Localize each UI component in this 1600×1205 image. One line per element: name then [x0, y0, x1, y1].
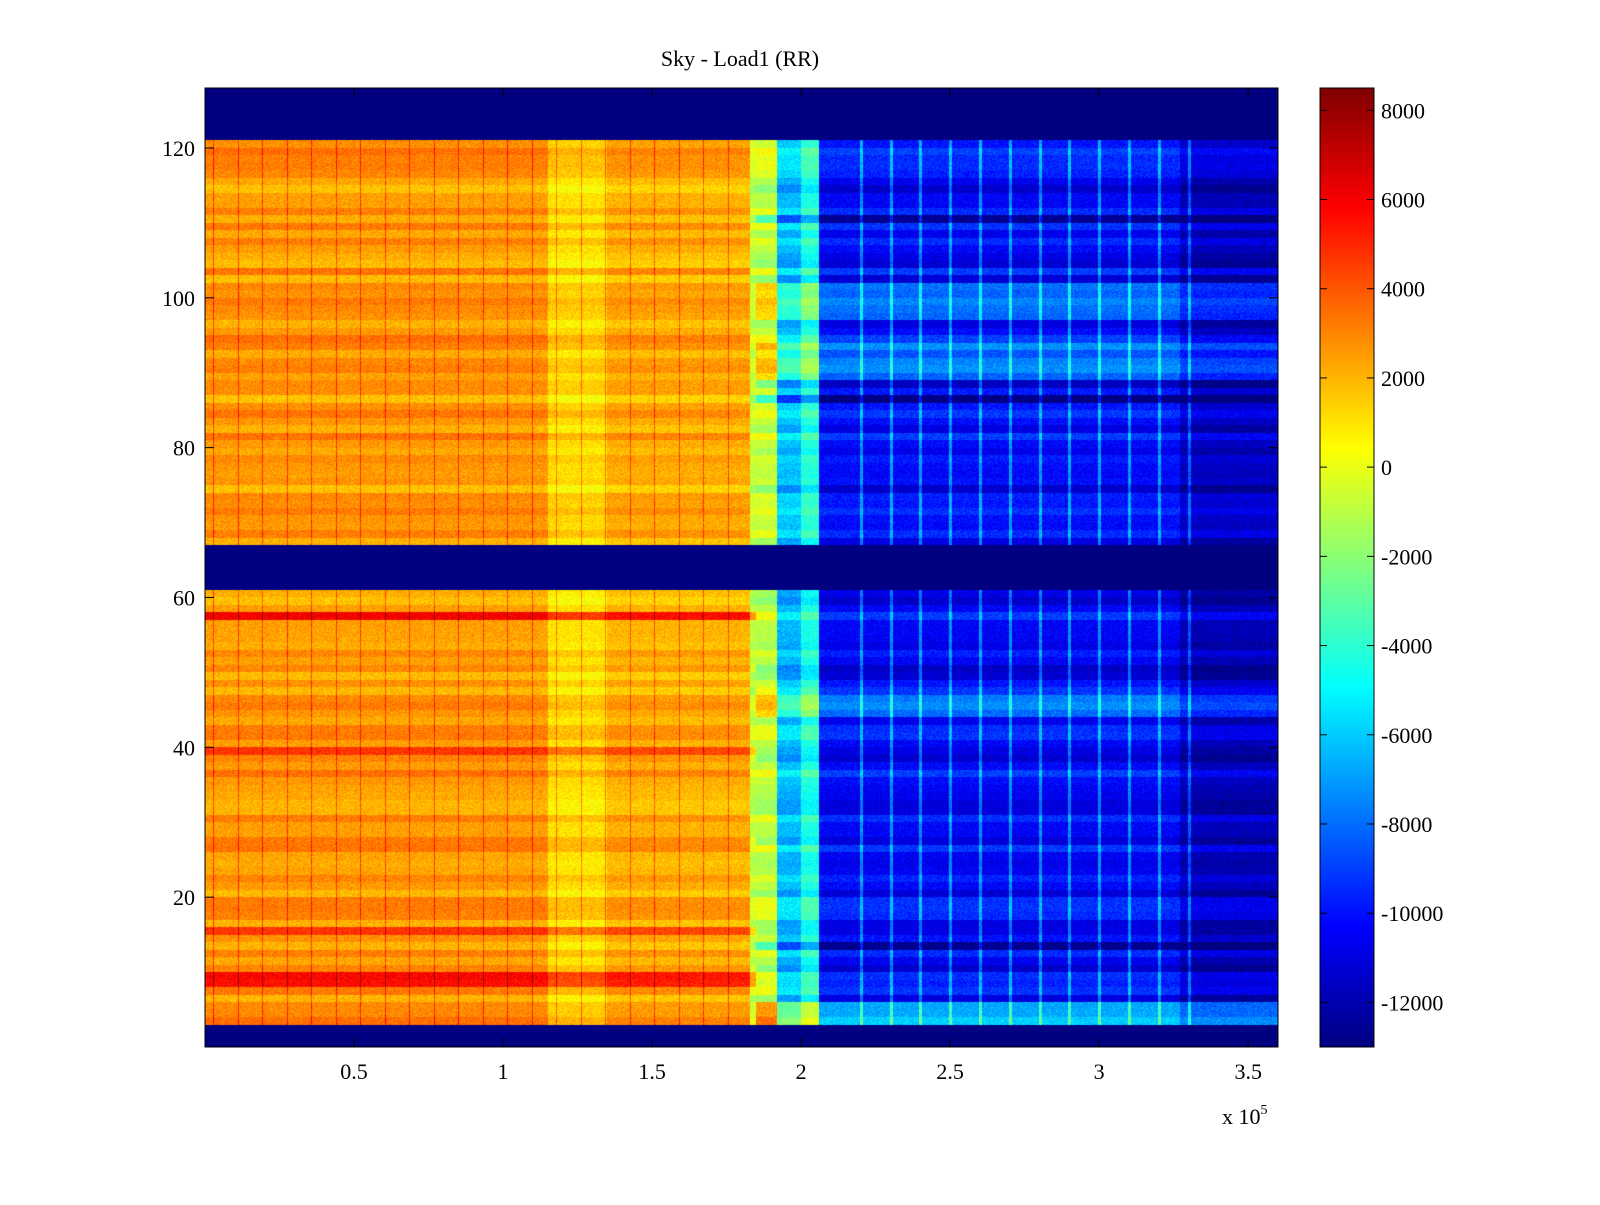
y-tick-label: 100: [162, 286, 195, 311]
colorbar-tick-label: 8000: [1381, 98, 1425, 123]
heatmap-image: [205, 88, 1278, 1047]
colorbar-area: [1320, 88, 1374, 1047]
colorbar-gradient: [1320, 88, 1374, 1047]
colorbar-tick-label: -12000: [1381, 990, 1443, 1015]
x-multiplier-base: x 10: [1222, 1104, 1261, 1129]
x-tick-label: 0.5: [340, 1059, 368, 1084]
colorbar-tick-label: 6000: [1381, 188, 1425, 213]
x-axis: 0.5 1 1.5 2 2.5 3 3.5: [340, 88, 1262, 1084]
colorbar-tick-label: -2000: [1381, 544, 1432, 569]
x-tick-label: 3: [1094, 1059, 1105, 1084]
colorbar-tick-label: -10000: [1381, 901, 1443, 926]
x-tick-label: 1.5: [638, 1059, 666, 1084]
x-tick-label: 3.5: [1234, 1059, 1262, 1084]
colorbar-tick-label: 0: [1381, 455, 1392, 480]
x-multiplier-exponent: 5: [1261, 1103, 1268, 1118]
y-tick-label: 40: [173, 735, 195, 760]
y-tick-label: 20: [173, 885, 195, 910]
colorbar-tick-label: -6000: [1381, 723, 1432, 748]
colorbar-tick-label: -4000: [1381, 634, 1432, 659]
y-axis: 20 40 60 80 100 120: [162, 136, 1278, 910]
y-tick-label: 60: [173, 585, 195, 610]
x-tick-label: 2: [796, 1059, 807, 1084]
x-tick-label: 1: [498, 1059, 509, 1084]
colorbar-tick-label: -8000: [1381, 812, 1432, 837]
colorbar-frame: [1319, 87, 1375, 1048]
colorbar-tick-label: 2000: [1381, 366, 1425, 391]
y-tick-label: 120: [162, 136, 195, 161]
heatmap-area: [205, 88, 1278, 1047]
colorbar-tick-label: 4000: [1381, 277, 1425, 302]
plot-frame: [204, 87, 1279, 1048]
colorbar-axis: 8000 6000 4000 2000 0 -2000 -4000 -6000 -8000 -10…: [1320, 98, 1443, 1015]
y-tick-label: 80: [173, 436, 195, 461]
x-axis-multiplier: x 105: [1222, 1103, 1268, 1129]
chart-title: Sky - Load1 (RR): [661, 46, 819, 71]
x-tick-label: 2.5: [936, 1059, 964, 1084]
